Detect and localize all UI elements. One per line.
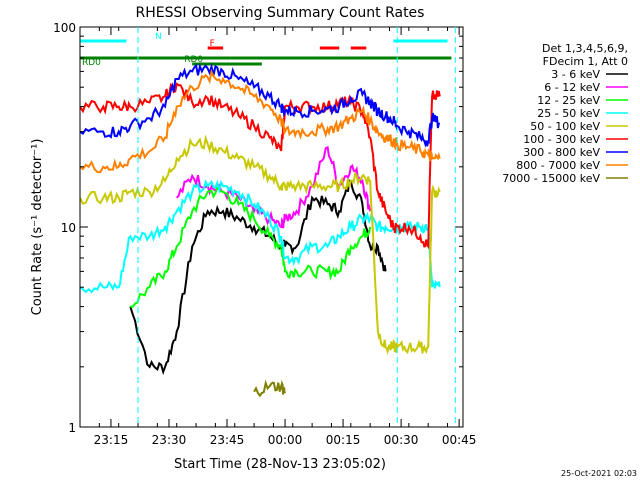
legend-header: FDecim 1, Att 0	[543, 55, 628, 68]
x-tick-label: 23:15	[94, 433, 129, 447]
series-300-800kev	[80, 62, 441, 148]
flag-bars: N RD0 RD0 F	[80, 32, 452, 68]
series-line	[80, 68, 441, 174]
legend-header: Det 1,3,4,5,6,9,	[542, 42, 628, 55]
series-800-7000kev	[80, 68, 441, 174]
footer-date: 25-Oct-2021 02:03	[561, 469, 637, 478]
legend-entry-label: 800 - 7000 keV	[516, 159, 600, 172]
series-line	[130, 186, 372, 308]
x-tick-label: 00:00	[268, 433, 303, 447]
x-tick-label: 23:45	[210, 433, 245, 447]
y-tick-label: 1	[68, 421, 76, 435]
chart-title: RHESSI Observing Summary Count Rates	[136, 5, 425, 21]
legend-entry-label: 50 - 100 keV	[530, 120, 600, 133]
x-tick-label: 00:15	[326, 433, 361, 447]
flag-label: RD0	[184, 55, 203, 65]
series-7000-15000kev	[253, 379, 286, 398]
legend-entry-label: 12 - 25 keV	[537, 94, 600, 107]
flag-label: RD0	[82, 58, 101, 68]
series-12-25kev	[130, 186, 372, 308]
legend-entry-label: 100 - 300 keV	[523, 133, 600, 146]
x-tick-label: 23:30	[152, 433, 187, 447]
y-tick-label: 10	[61, 221, 76, 235]
legend-entry-label: 3 - 6 keV	[551, 68, 600, 81]
x-axis-label: Start Time (28-Nov-13 23:05:02)	[174, 457, 386, 472]
flag-label: N	[155, 32, 162, 42]
legend-entry-label: 25 - 50 keV	[537, 107, 600, 120]
series-line	[253, 379, 286, 398]
flag-label: F	[210, 39, 215, 49]
legend-entry-label: 6 - 12 keV	[544, 81, 600, 94]
legend: Det 1,3,4,5,6,9,FDecim 1, Att 03 - 6 keV…	[502, 42, 628, 185]
x-tick-label: 00:30	[384, 433, 419, 447]
y-axis-label: Count Rate (s⁻¹ detector⁻¹)	[30, 139, 45, 316]
series-line	[80, 62, 441, 148]
y-tick-label: 100	[53, 21, 76, 35]
axes: 1 10 100 23:15 23:30 23:45 00:00 00:15 00:30 00:4…	[30, 21, 476, 447]
legend-entry-label: 7000 - 15000 keV	[502, 172, 600, 185]
x-tick-label: 00:45	[442, 433, 477, 447]
legend-entry-label: 300 - 800 keV	[523, 146, 600, 159]
series-layer	[80, 62, 441, 398]
